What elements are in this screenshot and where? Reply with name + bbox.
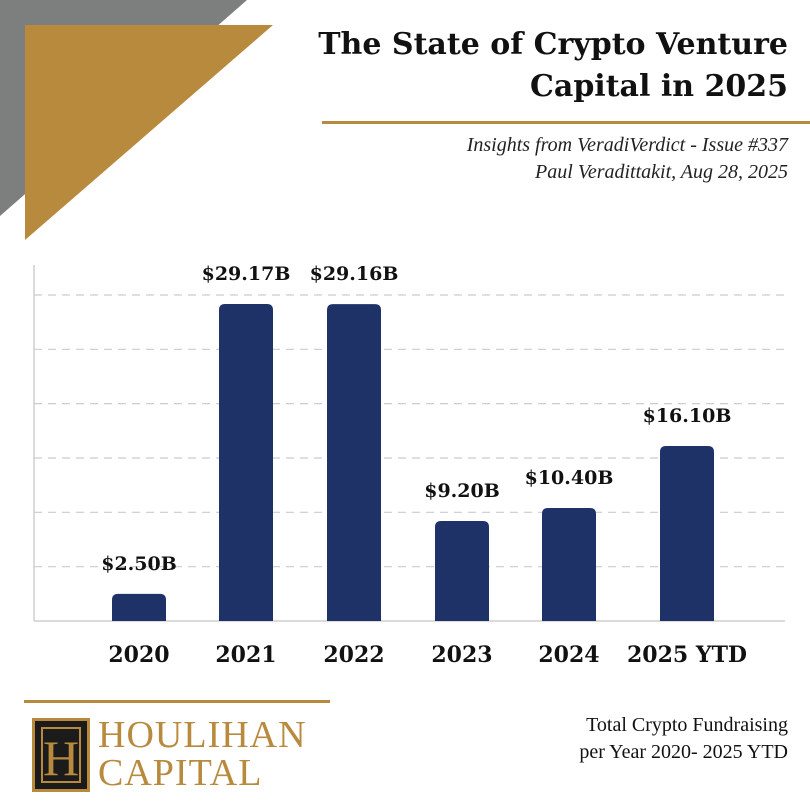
bar-2021	[219, 304, 273, 621]
bar-value-label: $9.20B	[424, 480, 500, 502]
bar-value-label: $16.10B	[643, 405, 732, 427]
x-tick-label: 2023	[431, 642, 492, 668]
bar-2024	[542, 507, 596, 621]
subtitle: Insights from VeradiVerdict - Issue #337…	[288, 132, 788, 186]
logo-line-1: HOULIHAN	[98, 714, 307, 756]
bar-2025-ytd	[660, 446, 714, 621]
x-tick-label: 2020	[108, 642, 169, 668]
page-title: The State of Crypto Venture Capital in 2…	[268, 24, 788, 108]
caption-line-1: Total Crypto Fundraising	[586, 714, 788, 736]
subtitle-line-2: Paul Veradittakit, Aug 28, 2025	[535, 161, 788, 183]
bar-2022	[327, 304, 381, 621]
bar-value-label: $29.17B	[202, 263, 291, 285]
x-tick-label: 2021	[215, 642, 276, 668]
logo-monogram: H	[41, 727, 81, 786]
title-divider	[322, 121, 810, 124]
houlihan-capital-logo: H HOULIHAN CAPITAL	[32, 716, 306, 792]
title-line-2: Capital in 2025	[530, 69, 788, 104]
bar-2023	[435, 521, 489, 621]
caption-line-2: per Year 2020- 2025 YTD	[579, 741, 788, 763]
bar-value-label: $2.50B	[101, 553, 177, 575]
logo-monogram-box: H	[32, 718, 90, 792]
corner-gold-triangle	[25, 25, 273, 240]
chart-caption: Total Crypto Fundraising per Year 2020- …	[488, 712, 788, 766]
bar-value-label: $29.16B	[310, 263, 399, 285]
x-tick-label: 2024	[538, 642, 599, 668]
footer-divider	[24, 700, 330, 703]
x-tick-label: 2022	[323, 642, 384, 668]
logo-wordmark: HOULIHAN CAPITAL	[98, 714, 307, 794]
x-tick-label: 2025 YTD	[627, 642, 747, 668]
bar-value-label: $10.40B	[525, 467, 614, 489]
corner-decoration	[0, 0, 273, 240]
bar-chart: $2.50B 2020 $29.17B 2021 $29.16B 2022 $9.20B 20…	[33, 263, 785, 668]
logo-line-2: CAPITAL	[98, 752, 263, 794]
bar-2020	[112, 593, 166, 621]
subtitle-line-1: Insights from VeradiVerdict - Issue #337	[466, 134, 788, 156]
title-line-1: The State of Crypto Venture	[318, 27, 788, 62]
